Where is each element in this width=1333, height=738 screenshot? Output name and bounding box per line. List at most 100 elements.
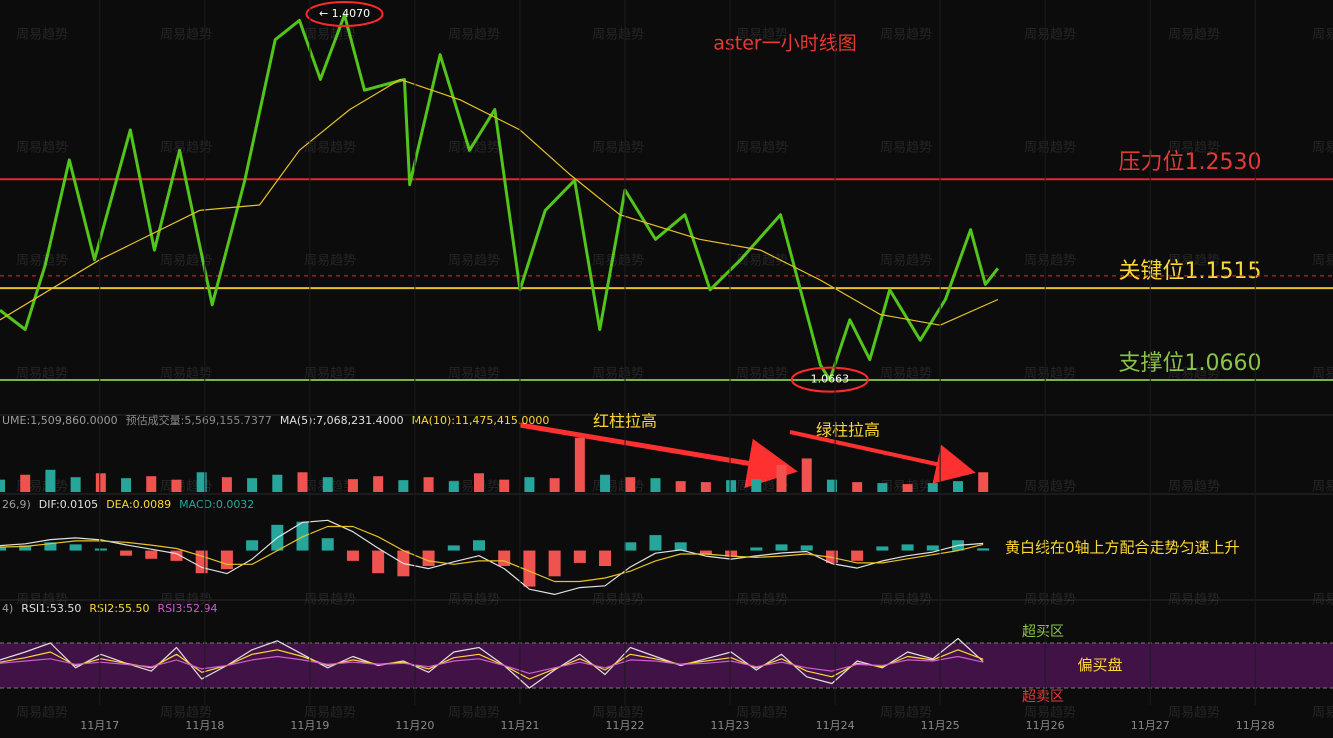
watermark: 周易趋势: [1024, 479, 1076, 495]
volume-bar: [700, 482, 711, 492]
legend-text: RSI3:52.94: [157, 602, 217, 615]
macd-bar: [0, 547, 6, 551]
volume-bar: [70, 477, 81, 492]
low-label: 1.0663: [811, 373, 850, 386]
macd-bar: [94, 548, 107, 551]
watermark: 周易趋势: [16, 366, 68, 382]
volume-bar: [625, 477, 636, 492]
volume-bar: [952, 481, 963, 492]
watermark: 周易趋势: [448, 253, 500, 269]
x-tick-label: 11月28: [1236, 719, 1275, 732]
volume-bar: [196, 472, 207, 492]
watermark: 周易趋势: [1312, 27, 1333, 43]
volume-bar: [675, 481, 686, 492]
volume-bar: [877, 483, 888, 492]
macd-bar: [346, 550, 359, 561]
low-marker: [790, 366, 869, 393]
arrow: [789, 430, 976, 484]
x-tick-label: 11月17: [80, 719, 119, 732]
series-line: [0, 649, 984, 680]
macd-bar: [296, 521, 309, 551]
watermark: 周易趋势: [16, 705, 68, 721]
macd-bar: [800, 545, 813, 551]
watermark: 周易趋势: [16, 253, 68, 269]
volume-bar: [398, 480, 409, 492]
volume-bar: [45, 469, 56, 492]
x-tick-label: 11月19: [290, 719, 329, 732]
macd-bar: [624, 542, 637, 551]
volume-bar: [473, 473, 484, 492]
watermark: 周易趋势: [1024, 366, 1076, 382]
macd-bar: [523, 550, 536, 587]
macd-bar: [750, 547, 763, 551]
volume-bar: [978, 472, 989, 492]
volume-bar: [927, 483, 938, 492]
macd-bar: [649, 535, 662, 551]
volume-bar: [423, 477, 434, 492]
watermark: 周易趋势: [1312, 592, 1333, 608]
macd-bar: [220, 550, 233, 570]
watermark: 周易趋势: [16, 140, 68, 156]
watermark: 周易趋势: [592, 27, 644, 43]
watermark: 周易趋势: [1312, 366, 1333, 382]
watermark: 周易趋势: [160, 140, 212, 156]
watermark: 周易趋势: [1024, 592, 1076, 608]
volume-bar: [146, 476, 157, 492]
volume-bar: [826, 479, 837, 492]
watermark: 周易趋势: [736, 592, 788, 608]
macd-bar: [573, 550, 586, 563]
chart-title: aster一小时线图: [713, 33, 857, 55]
watermark: 周易趋势: [592, 140, 644, 156]
volume-bar: [347, 479, 358, 492]
macd-bar: [599, 550, 612, 567]
watermark: 周易趋势: [736, 366, 788, 382]
macd-bar: [170, 550, 183, 561]
x-tick-label: 11月18: [185, 719, 224, 732]
macd-bar: [69, 544, 82, 551]
watermark: 周易趋势: [448, 27, 500, 43]
macd-bar: [145, 550, 158, 559]
watermark: 周易趋势: [304, 592, 356, 608]
volume-bar: [221, 477, 232, 492]
watermark: 周易趋势: [736, 140, 788, 156]
macd-bar: [926, 545, 939, 551]
volume-bar: [801, 458, 812, 492]
macd-line: [0, 519, 984, 595]
volume-bar: [650, 478, 661, 492]
watermark: 周易趋势: [880, 592, 932, 608]
volume-bar: [852, 482, 863, 492]
watermark: 周易趋势: [1312, 140, 1333, 156]
watermark: 周易趋势: [880, 140, 932, 156]
volume-bar: [574, 437, 585, 492]
watermark: 周易趋势: [736, 479, 788, 495]
volume-bar: [524, 477, 535, 492]
volume-bar: [751, 479, 762, 492]
volume-bar: [600, 474, 611, 492]
watermark: 周易趋势: [1168, 366, 1220, 382]
watermark: 周易趋势: [1312, 479, 1333, 495]
watermark: 周易趋势: [448, 366, 500, 382]
watermark: 周易趋势: [160, 366, 212, 382]
watermark: 周易趋势: [736, 27, 788, 43]
watermark: 周易趋势: [448, 705, 500, 721]
watermark: 周易趋势: [448, 140, 500, 156]
macd-bar: [321, 538, 334, 551]
watermark: 周易趋势: [304, 705, 356, 721]
macd-bar: [725, 550, 738, 557]
level-label: 压力位1.2530: [1119, 150, 1262, 175]
annotation: 绿柱拉高: [816, 421, 880, 440]
watermark: 周易趋势: [1168, 140, 1220, 156]
volume-bar: [20, 474, 31, 492]
legend-text: 26,9): [2, 498, 31, 511]
volume-bar: [297, 472, 308, 492]
x-tick-label: 11月20: [395, 719, 434, 732]
watermark: 周易趋势: [1168, 253, 1220, 269]
macd-bar: [498, 550, 511, 567]
macd-bar: [19, 545, 32, 551]
legend-text: RSI2:55.50: [89, 602, 149, 615]
watermark: 周易趋势: [736, 705, 788, 721]
band: [0, 643, 1333, 689]
